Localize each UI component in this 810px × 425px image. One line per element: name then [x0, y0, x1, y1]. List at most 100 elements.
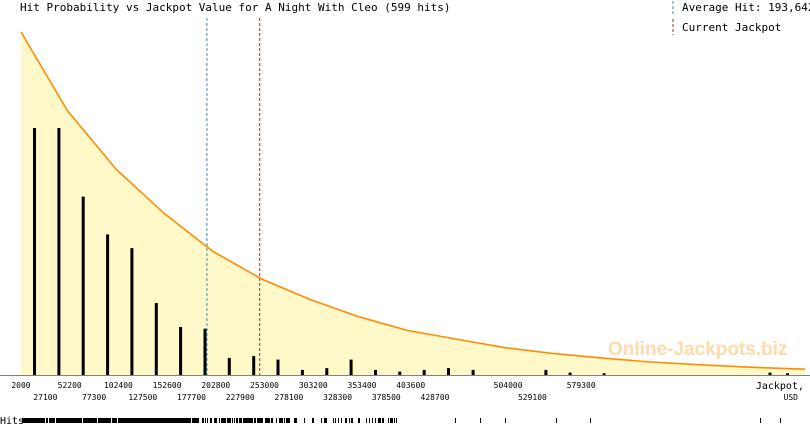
hit-rug-mark: [131, 418, 132, 423]
hit-rug-mark: [69, 418, 70, 423]
x-tick-label-lower: 77300: [82, 393, 106, 402]
hit-rug-mark: [261, 418, 262, 423]
hit-rug-mark: [590, 418, 591, 423]
hit-rug-mark: [265, 418, 266, 423]
hit-rug-mark: [108, 418, 109, 423]
hit-rug-mark: [28, 418, 29, 423]
hit-rug-mark: [109, 418, 110, 423]
hit-rug-mark: [227, 418, 228, 423]
hit-rug-mark: [236, 418, 237, 423]
hit-rug-mark: [153, 418, 154, 423]
hit-rug-mark: [96, 418, 97, 423]
hit-rug-mark: [267, 418, 268, 423]
hit-rug-mark: [383, 418, 384, 423]
reference-lines: [206, 18, 261, 375]
hit-rug-mark: [255, 418, 256, 423]
x-tick-label-lower: 177700: [177, 393, 206, 402]
hit-rug-mark: [325, 418, 326, 423]
hit-rug-mark: [313, 418, 314, 423]
hit-rug-mark: [58, 418, 59, 423]
hit-bar: [325, 368, 329, 375]
hit-rug-mark: [260, 418, 261, 423]
hit-rug-mark: [272, 418, 273, 423]
hit-rug-mark: [280, 418, 281, 423]
hit-rug-mark: [210, 418, 211, 423]
hit-rug-mark: [366, 418, 367, 423]
hit-rug-mark: [251, 418, 252, 423]
hit-rug-mark: [29, 418, 30, 423]
hit-rug-mark: [83, 418, 84, 423]
hit-rug-mark: [35, 418, 36, 423]
hit-rug-mark: [112, 418, 113, 423]
hit-rug-mark: [67, 418, 68, 423]
x-axis-label-line2: USD: [784, 393, 799, 402]
hit-rug-mark: [335, 418, 336, 423]
hit-rug-mark: [25, 418, 26, 423]
hit-rug-mark: [281, 418, 282, 423]
hit-rug-mark: [139, 418, 140, 423]
hit-rug-mark: [81, 418, 82, 423]
hit-rug-mark: [223, 418, 224, 423]
x-tick-label-lower: 428700: [421, 393, 450, 402]
hit-rug-mark: [151, 418, 152, 423]
hit-rug-mark: [338, 418, 339, 423]
hit-rug-mark: [556, 418, 557, 423]
hit-rug-mark: [174, 418, 175, 423]
hit-rug-mark: [51, 418, 52, 423]
hit-rug-mark: [505, 418, 506, 423]
hit-rug-mark: [390, 418, 391, 423]
hit-rug-mark: [159, 418, 160, 423]
hit-rug-mark: [211, 418, 212, 423]
hit-rug-mark: [296, 418, 297, 423]
hit-bar: [544, 369, 548, 375]
hit-bar: [252, 356, 256, 375]
hit-rug-mark: [84, 418, 85, 423]
x-tick-label-lower: 328300: [323, 393, 352, 402]
hit-rug-mark: [249, 418, 250, 423]
hit-rug-mark: [760, 418, 761, 423]
hit-rug-mark: [254, 418, 255, 423]
hit-rug-mark: [279, 418, 280, 423]
hit-rug-mark: [269, 418, 270, 423]
x-tick-label-upper: 303200: [299, 381, 328, 390]
hit-rug-mark: [91, 418, 92, 423]
x-tick-label-lower: 378500: [372, 393, 401, 402]
hit-rug-mark: [185, 418, 186, 423]
hit-bar: [422, 369, 426, 375]
hit-rug-mark: [375, 418, 376, 423]
hit-bar: [81, 196, 85, 375]
hit-rug-mark: [158, 418, 159, 423]
hit-rug-mark: [170, 418, 171, 423]
hit-rug-mark: [104, 418, 105, 423]
hit-rug-mark: [132, 418, 133, 423]
hit-rug-mark: [358, 418, 359, 423]
hit-rug-mark: [121, 418, 122, 423]
hit-rug-mark: [60, 418, 61, 423]
hit-rug-mark: [216, 418, 217, 423]
hit-rug-mark: [164, 418, 165, 423]
x-tick-label-lower: 529100: [518, 393, 547, 402]
x-tick-label-upper: 2000: [11, 381, 30, 390]
hit-rug-mark: [192, 418, 193, 423]
hit-rug-mark: [120, 418, 121, 423]
hit-rug-mark: [182, 418, 183, 423]
hit-rug-mark: [234, 418, 235, 423]
hit-rug-mark: [137, 418, 138, 423]
hit-rug-mark: [177, 418, 178, 423]
hit-bar: [768, 372, 772, 375]
hit-rug-mark: [93, 418, 94, 423]
hit-rug-mark: [37, 418, 38, 423]
hit-rug-mark: [391, 418, 392, 423]
hit-rug-mark: [229, 418, 230, 423]
hit-rug-mark: [100, 418, 101, 423]
hit-rug-mark: [359, 418, 360, 423]
hit-rug-mark: [145, 418, 146, 423]
hit-rug-mark: [215, 418, 216, 423]
hit-rug-mark: [392, 418, 393, 423]
hit-rug-mark: [271, 418, 272, 423]
hit-rug-mark: [71, 418, 72, 423]
x-tick-label-lower: 278100: [274, 393, 303, 402]
hit-rug-mark: [127, 418, 128, 423]
hit-rug-mark: [92, 418, 93, 423]
hit-rug-mark: [66, 418, 67, 423]
